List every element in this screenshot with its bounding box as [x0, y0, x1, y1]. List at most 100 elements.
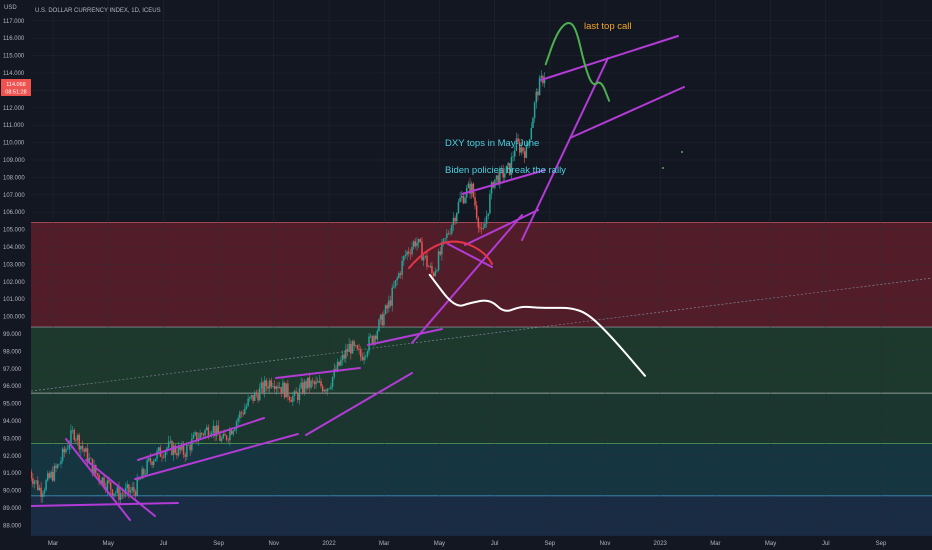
candle-body: [207, 427, 210, 437]
candle-body: [152, 461, 155, 465]
candle-body: [300, 382, 302, 389]
time-axis-background: [0, 536, 932, 550]
candle-body: [333, 368, 335, 378]
candle-body: [169, 440, 172, 442]
candle-body: [129, 490, 132, 493]
candle-body: [361, 357, 364, 361]
price-zone: [31, 443, 932, 496]
candle-body: [406, 251, 408, 255]
candle-body: [538, 77, 541, 96]
annotation-top-call: last top call: [584, 21, 632, 32]
candle-body: [148, 458, 150, 461]
candle-body: [288, 396, 291, 401]
candle-body: [371, 335, 374, 344]
candle-body: [53, 465, 56, 481]
candle-body: [244, 408, 246, 415]
candle-body: [475, 205, 478, 218]
price-tick-label: 88.000: [3, 523, 22, 529]
time-tick-label: Jul: [160, 541, 168, 547]
candle-body: [412, 241, 415, 248]
candle-body: [199, 432, 201, 439]
price-tick-label: 115.000: [3, 54, 25, 60]
candle-body: [316, 381, 319, 383]
candle-body: [449, 233, 451, 235]
candle-body: [451, 224, 453, 234]
candle-body: [66, 448, 69, 450]
trendline: [85, 459, 156, 517]
candle-body: [224, 433, 226, 436]
last-price-value: 114.068: [6, 82, 25, 88]
candle-body: [437, 251, 440, 271]
candle-body: [71, 430, 74, 431]
candle-body: [285, 383, 287, 398]
candle-body: [181, 444, 183, 450]
candle-body: [201, 432, 203, 435]
candle-body: [374, 335, 377, 340]
candle-body: [447, 233, 450, 235]
candle-body: [220, 438, 223, 441]
candle-body: [250, 395, 253, 398]
candle-body: [202, 434, 205, 436]
candle-body: [47, 473, 49, 481]
candle-body: [265, 380, 268, 387]
candle-body: [267, 386, 269, 389]
trendline-drawings: [30, 35, 685, 521]
candle-body: [480, 228, 483, 229]
candle-body: [532, 117, 534, 128]
candle-body: [295, 391, 297, 394]
candle-body: [487, 213, 490, 216]
candle-body: [225, 435, 228, 440]
candle-body: [464, 197, 466, 204]
price-countdown: 08:51:28: [5, 90, 26, 96]
time-tick-label: Jul: [822, 541, 830, 547]
candle-body: [507, 163, 509, 166]
candle-body: [45, 480, 47, 491]
price-tick-label: 106.000: [3, 210, 25, 216]
candle-body: [217, 425, 220, 435]
price-tick-label: 97.000: [3, 367, 22, 373]
trendline: [521, 57, 609, 241]
candle-body: [134, 491, 137, 496]
candle-body: [70, 430, 72, 445]
candle-body: [234, 428, 236, 431]
candle-body: [55, 465, 57, 468]
candle-body: [401, 260, 403, 275]
candle-body: [530, 127, 533, 140]
price-zone: [31, 495, 932, 536]
candle-body: [257, 394, 259, 401]
candle-body: [212, 425, 215, 433]
candle-body: [121, 493, 124, 495]
time-axis[interactable]: Mar May Jul Sep Nov 2022 Mar May Jul Sep Nov 2023 Ma…: [0, 536, 932, 550]
trendline: [569, 86, 685, 139]
price-tick-label: 93.000: [3, 436, 22, 442]
price-tick-label: 92.000: [3, 454, 22, 460]
candle-body: [230, 430, 233, 435]
time-tick-label: Sep: [544, 541, 555, 547]
candle-body: [290, 400, 292, 402]
currency-label: USD: [4, 5, 17, 11]
candle-body: [408, 251, 410, 254]
candle-body: [320, 381, 322, 387]
time-tick-label: Mar: [710, 541, 720, 547]
candle-body: [194, 432, 196, 435]
candle-body: [452, 217, 455, 225]
candle-body: [98, 474, 100, 481]
candle-body: [528, 139, 531, 143]
trendline: [367, 328, 443, 346]
candle-body: [283, 382, 286, 398]
candle-body: [416, 242, 418, 246]
candle-body: [80, 445, 82, 450]
candle-body: [411, 247, 413, 255]
candle-body: [278, 387, 281, 389]
candle-body: [318, 381, 321, 383]
candle-body: [73, 430, 76, 440]
candle-body: [434, 271, 437, 277]
candle-body: [210, 432, 213, 436]
candle-body: [191, 438, 193, 451]
candle-body: [292, 395, 294, 402]
symbol-title: U.S. DOLLAR CURRENCY INDEX, 1D, ICEUS: [35, 8, 161, 14]
candle-body: [232, 430, 234, 435]
candle-body: [85, 448, 87, 452]
candle-body: [263, 380, 266, 393]
